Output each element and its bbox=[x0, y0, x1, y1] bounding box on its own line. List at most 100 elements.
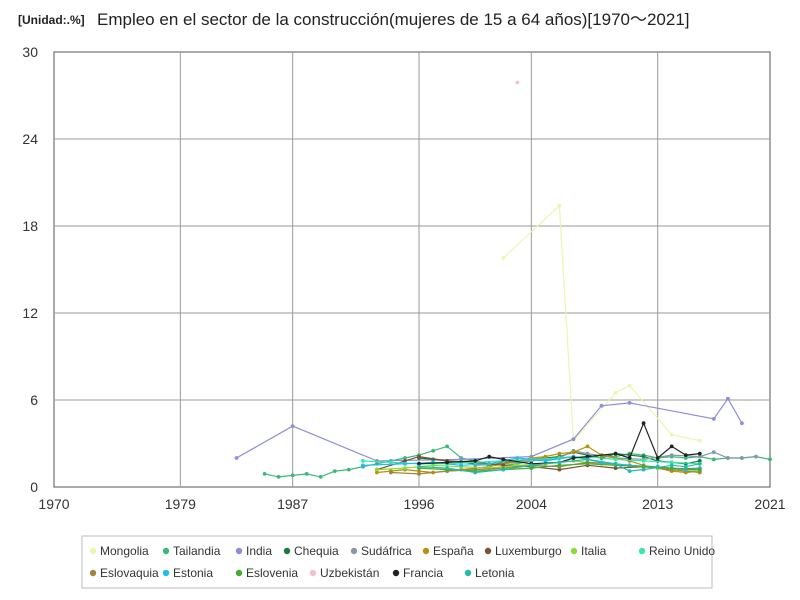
y-tick-label: 18 bbox=[22, 218, 38, 234]
data-point-mongolia bbox=[697, 438, 702, 443]
y-tick-label: 0 bbox=[30, 479, 38, 495]
data-point-francia bbox=[697, 451, 702, 456]
legend-label-eslovenia: Eslovenia bbox=[246, 566, 298, 580]
data-point-sudafrica bbox=[585, 451, 590, 456]
data-point-tailandia bbox=[262, 472, 267, 476]
legend-marker-italia bbox=[570, 547, 578, 555]
legend-marker-reino-unido bbox=[638, 547, 646, 555]
y-tick-label: 24 bbox=[22, 131, 38, 147]
legend-item-italia[interactable]: Italia bbox=[570, 544, 607, 558]
legend-marker-sudafrica bbox=[350, 547, 358, 555]
legend-item-chequia[interactable]: Chequia bbox=[283, 544, 339, 558]
legend-item-letonia[interactable]: Letonia bbox=[464, 566, 515, 580]
legend-item-mongolia[interactable]: Mongolia bbox=[89, 544, 149, 558]
series-india bbox=[234, 396, 744, 463]
data-point-reino-unido bbox=[641, 459, 646, 463]
data-point-eslovenia bbox=[669, 466, 674, 470]
data-point-francia bbox=[501, 457, 506, 462]
legend-marker-estonia bbox=[162, 569, 170, 577]
x-tick-label: 2013 bbox=[642, 496, 673, 512]
data-point-francia bbox=[585, 454, 590, 459]
data-point-eslovenia bbox=[697, 467, 702, 472]
y-axis-ticks: 0 6 12 18 24 30 bbox=[22, 44, 38, 495]
legend-item-francia[interactable]: Francia bbox=[392, 566, 444, 580]
data-point-letonia bbox=[613, 461, 618, 466]
data-point-espana bbox=[571, 450, 576, 455]
legend-item-eslovaquia[interactable]: Eslovaquia bbox=[89, 566, 159, 580]
data-point-estonia bbox=[459, 463, 463, 468]
plot-area bbox=[53, 51, 771, 488]
legend-label-mongolia: Mongolia bbox=[100, 544, 149, 558]
data-point-francia bbox=[571, 456, 576, 460]
series-letonia bbox=[417, 457, 702, 475]
legend-marker-eslovaquia bbox=[89, 569, 97, 577]
x-tick-label: 1979 bbox=[165, 496, 196, 512]
data-point-italia bbox=[403, 466, 407, 470]
data-point-estonia bbox=[515, 456, 520, 460]
legend-label-estonia: Estonia bbox=[173, 566, 213, 580]
x-tick-label: 1987 bbox=[277, 496, 308, 512]
data-point-eslovaquia bbox=[389, 470, 393, 475]
legend-item-eslovenia[interactable]: Eslovenia bbox=[235, 566, 299, 580]
legend-item-india[interactable]: India bbox=[235, 544, 273, 558]
legend-item-uzbekistan[interactable]: Uzbekistán bbox=[309, 566, 380, 580]
legend-label-india: India bbox=[246, 544, 272, 558]
legend-item-espana[interactable]: España bbox=[422, 544, 474, 558]
data-point-india bbox=[571, 437, 576, 441]
data-point-francia bbox=[669, 444, 674, 449]
legend-label-tailandia: Tailandia bbox=[173, 544, 221, 558]
data-point-tailandia bbox=[276, 475, 281, 479]
data-point-mongolia bbox=[627, 383, 632, 388]
data-point-reino-unido bbox=[669, 460, 674, 465]
data-point-francia bbox=[655, 456, 660, 460]
legend-item-reino-unido[interactable]: Reino Unido bbox=[638, 544, 716, 558]
data-point-letonia bbox=[557, 460, 562, 465]
data-point-tailandia bbox=[768, 457, 772, 462]
data-point-letonia bbox=[473, 470, 478, 475]
data-point-eslovenia bbox=[529, 466, 534, 470]
data-point-sudafrica bbox=[697, 454, 702, 459]
data-point-eslovenia bbox=[585, 461, 590, 466]
data-point-espana bbox=[585, 444, 590, 449]
x-tick-label: 2021 bbox=[754, 496, 785, 512]
data-point-sudafrica bbox=[711, 450, 716, 455]
data-point-luxemburgo bbox=[403, 459, 407, 463]
legend-item-tailandia[interactable]: Tailandia bbox=[162, 544, 221, 558]
data-point-india bbox=[234, 456, 239, 460]
data-point-reino-unido bbox=[613, 457, 618, 462]
legend-item-estonia[interactable]: Estonia bbox=[162, 566, 214, 580]
data-point-reino-unido bbox=[389, 460, 393, 465]
data-point-francia bbox=[445, 460, 449, 465]
data-point-india bbox=[599, 403, 604, 408]
legend-box bbox=[81, 535, 713, 589]
data-point-eslovaquia bbox=[417, 472, 421, 476]
series-layer bbox=[234, 80, 772, 479]
data-point-letonia bbox=[445, 466, 449, 470]
legend-item-sudafrica[interactable]: Sudáfrica bbox=[350, 544, 412, 558]
legend-label-letonia: Letonia bbox=[475, 566, 515, 580]
data-point-estonia bbox=[403, 461, 407, 466]
data-point-india bbox=[290, 424, 295, 428]
data-point-mongolia bbox=[501, 256, 506, 260]
data-point-luxemburgo bbox=[613, 466, 618, 470]
y-tick-label: 6 bbox=[30, 392, 38, 408]
chart-title: Empleo en el sector de la construcción(m… bbox=[97, 10, 690, 29]
data-point-india bbox=[627, 401, 632, 405]
legend-label-reino-unido: Reino Unido bbox=[649, 544, 715, 558]
data-point-letonia bbox=[585, 457, 590, 462]
data-point-tailandia bbox=[304, 472, 309, 476]
series-uzbekistan bbox=[515, 80, 520, 85]
data-point-espana bbox=[375, 470, 379, 475]
legend-label-italia: Italia bbox=[581, 544, 607, 558]
data-point-sudafrica bbox=[669, 453, 674, 457]
data-point-sudafrica bbox=[740, 456, 744, 460]
legend: Mongolia Tailandia India Chequia Sudáfrica Es… bbox=[89, 544, 716, 580]
data-point-estonia bbox=[543, 459, 548, 463]
y-tick-label: 30 bbox=[22, 44, 38, 60]
legend-item-luxemburgo[interactable]: Luxemburgo bbox=[484, 544, 562, 558]
data-point-letonia bbox=[669, 463, 674, 468]
data-point-tailandia bbox=[431, 448, 435, 453]
data-point-eslovenia bbox=[557, 463, 562, 468]
x-tick-label: 1970 bbox=[38, 496, 69, 512]
